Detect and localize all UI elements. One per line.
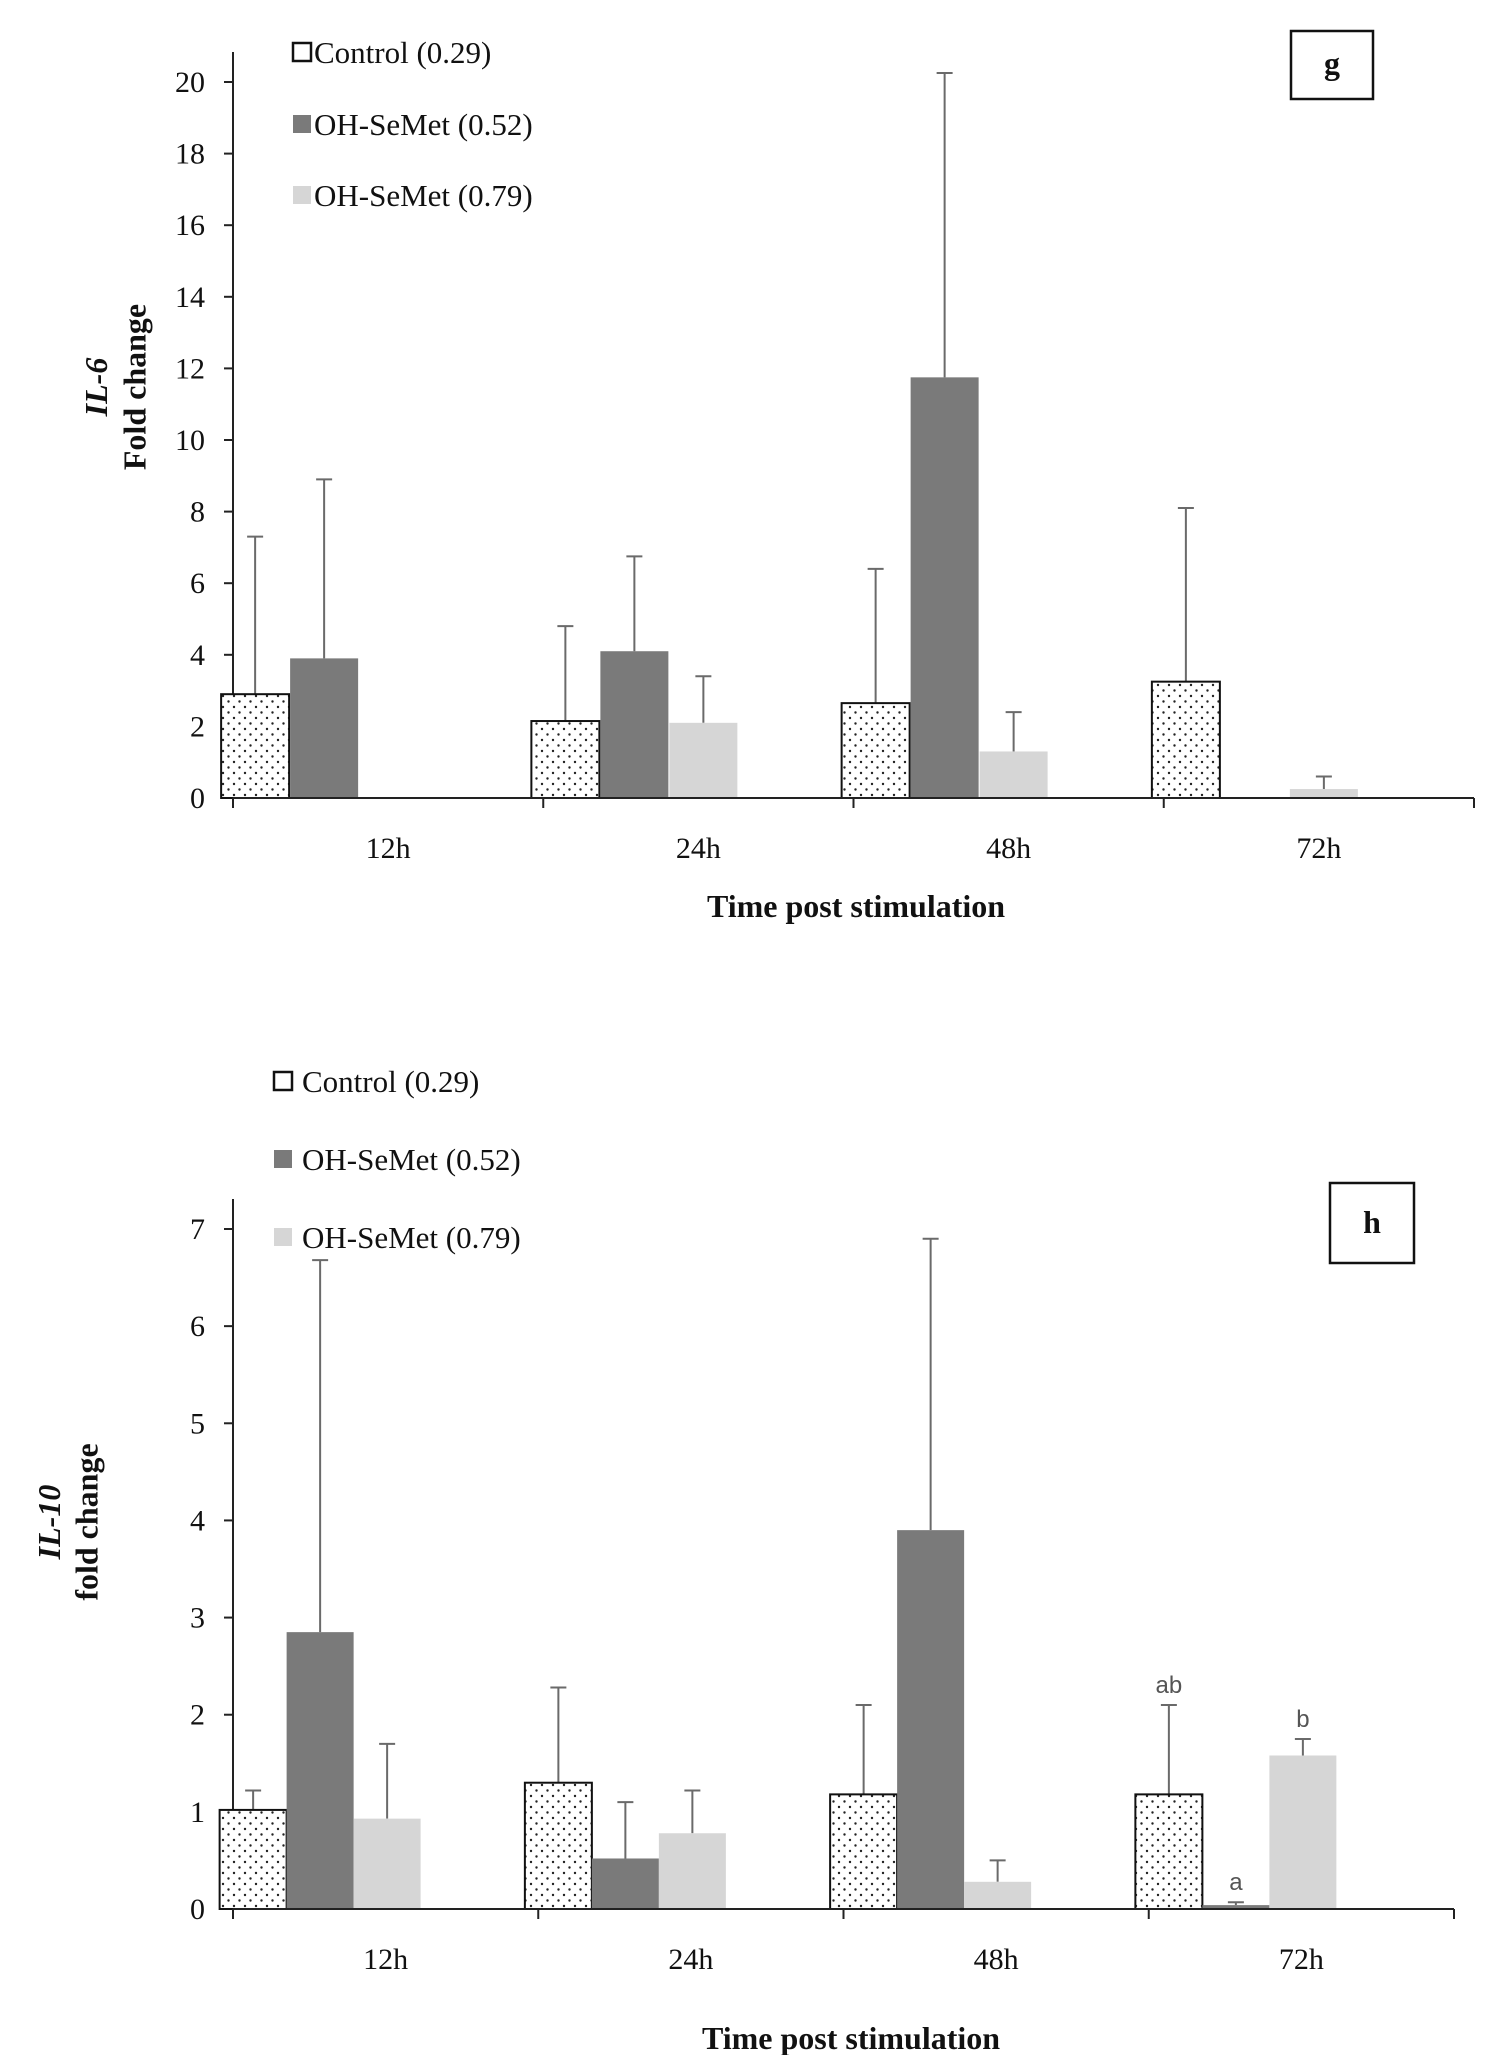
bar-dark — [1202, 1905, 1270, 1909]
bar-light — [658, 1833, 726, 1909]
legend-swatch-control — [291, 41, 313, 63]
legend-swatch-control-h — [272, 1070, 294, 1092]
bar-dark — [910, 377, 979, 798]
bar-dotted — [1134, 1793, 1204, 1911]
legend-label-control: Control (0.29) — [314, 35, 491, 70]
x-axis-title-g: Time post stimulation — [707, 888, 1005, 924]
x-tick-label: 12h — [366, 832, 411, 865]
bar-dotted — [218, 1808, 288, 1911]
y-tick-label: 7 — [190, 1213, 205, 1246]
bar-light — [964, 1881, 1032, 1909]
bar-dotted — [523, 1781, 593, 1910]
legend-item-control: Control (0.29) — [291, 35, 491, 70]
y-tick-label: 14 — [175, 281, 205, 314]
bar-dotted — [1150, 680, 1221, 800]
legend-label-ohsemet-079-h: OH-SeMet (0.79) — [302, 1220, 521, 1255]
y-tick-label: 0 — [190, 1893, 205, 1926]
y-tick-label: 2 — [190, 710, 205, 743]
bar-dark — [591, 1858, 659, 1909]
y-axis-title-h: IL-10 fold change — [31, 1443, 105, 1600]
x-axis-title-h: Time post stimulation — [702, 2020, 1000, 2055]
legend-item-ohsemet-052-h: OH-SeMet (0.52) — [274, 1142, 521, 1177]
y-tick-label: 10 — [175, 424, 205, 457]
y-tick-label: 20 — [175, 66, 205, 99]
y-tick-label: 16 — [175, 209, 205, 242]
y-axis-title-g: IL-6 Fold change — [78, 304, 153, 470]
legend-swatch-ohsemet-052 — [293, 115, 311, 133]
significance-letter: b — [1296, 1706, 1309, 1733]
bar-dark — [286, 1632, 354, 1909]
x-tick-label: 12h — [363, 1943, 408, 1976]
legend-swatch-ohsemet-079 — [293, 186, 311, 204]
y-tick-label: 6 — [190, 1310, 205, 1343]
x-tick-label: 72h — [1296, 832, 1341, 865]
significance-letter: ab — [1156, 1672, 1183, 1699]
legend-h: Control (0.29) OH-SeMet (0.52) OH-SeMet … — [272, 1064, 521, 1255]
bar-light — [1289, 789, 1358, 798]
legend-swatch-ohsemet-079-h — [274, 1228, 292, 1246]
legend-label-ohsemet-079: OH-SeMet (0.79) — [314, 178, 533, 213]
y-axis-label-h: fold change — [69, 1443, 105, 1600]
bar-dark — [290, 658, 359, 798]
y-tick-label: 4 — [190, 639, 205, 672]
legend-swatch-ohsemet-052-h — [274, 1150, 292, 1168]
y-tick-label: 18 — [175, 138, 205, 171]
x-tick-label: 48h — [986, 832, 1031, 865]
x-tick-label: 72h — [1279, 1943, 1324, 1976]
panel-label-g: g — [1324, 45, 1340, 81]
legend-g: Control (0.29) OH-SeMet (0.52) OH-SeMet … — [291, 35, 533, 213]
y-tick-label: 1 — [190, 1796, 205, 1829]
y-tick-label: 12 — [175, 352, 205, 385]
y-axis-gene-g: IL-6 — [78, 358, 114, 418]
bar-light — [1269, 1755, 1337, 1909]
bar-light — [669, 722, 738, 798]
bar-dotted — [220, 693, 291, 799]
bar-light — [353, 1818, 421, 1909]
y-tick-label: 6 — [190, 567, 205, 600]
x-tick-label: 24h — [676, 832, 721, 865]
bar-dotted — [840, 702, 911, 800]
x-tick-label: 48h — [974, 1943, 1019, 1976]
y-tick-label: 4 — [190, 1504, 205, 1537]
y-tick-label: 3 — [190, 1602, 205, 1635]
chart-panel-g: 0 2 4 6 8 10 12 14 16 18 20 12h 24h 48h 72h Control (0… — [78, 29, 1475, 924]
panel-label-box-h: h — [1328, 1181, 1416, 1265]
legend-label-ohsemet-052: OH-SeMet (0.52) — [314, 107, 533, 142]
panel-label-box-g: g — [1289, 29, 1375, 101]
bar-light — [979, 751, 1048, 798]
panel-label-h: h — [1363, 1204, 1381, 1240]
y-tick-label: 8 — [190, 496, 205, 529]
y-tick-label: 5 — [190, 1407, 205, 1440]
y-axis-gene-h: IL-10 — [31, 1485, 67, 1561]
significance-letter: a — [1229, 1869, 1243, 1896]
legend-item-ohsemet-079-h: OH-SeMet (0.79) — [274, 1220, 521, 1255]
legend-item-ohsemet-052: OH-SeMet (0.52) — [293, 107, 533, 142]
bar-dark — [897, 1530, 965, 1909]
x-tick-label: 24h — [668, 1943, 713, 1976]
legend-item-ohsemet-079: OH-SeMet (0.79) — [293, 178, 533, 213]
y-tick-label: 0 — [190, 782, 205, 815]
legend-label-ohsemet-052-h: OH-SeMet (0.52) — [302, 1142, 521, 1177]
y-tick-label: 2 — [190, 1699, 205, 1732]
bar-dotted — [829, 1793, 899, 1911]
bar-dark — [600, 651, 669, 798]
y-axis-label-g: Fold change — [117, 304, 153, 470]
legend-item-control-h: Control (0.29) — [272, 1064, 479, 1099]
bar-dotted — [530, 720, 601, 800]
legend-label-control-h: Control (0.29) — [302, 1064, 479, 1099]
plot-area-g: 0 2 4 6 8 10 12 14 16 18 20 12h 24h 48h 72h — [175, 52, 1475, 865]
